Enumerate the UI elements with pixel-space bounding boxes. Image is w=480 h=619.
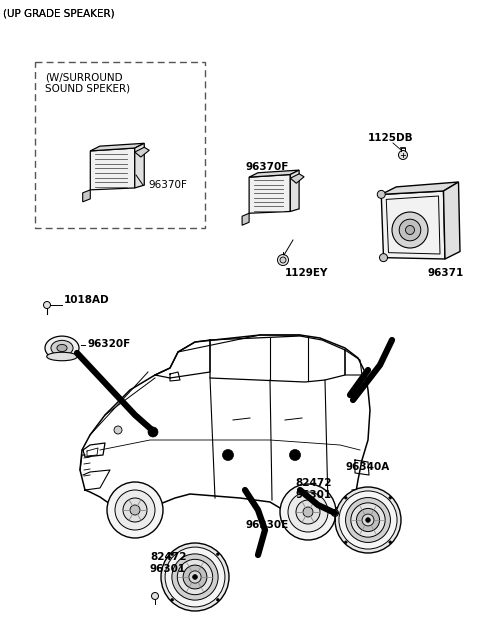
Circle shape (123, 498, 147, 522)
Circle shape (332, 509, 338, 516)
Text: 96370F: 96370F (148, 180, 187, 190)
Circle shape (377, 191, 385, 199)
Circle shape (277, 254, 288, 266)
Circle shape (171, 599, 174, 601)
Circle shape (189, 571, 201, 583)
Polygon shape (242, 213, 249, 225)
Circle shape (296, 500, 320, 524)
Circle shape (345, 541, 347, 543)
Text: (UP GRADE SPEAKER): (UP GRADE SPEAKER) (3, 8, 115, 18)
Polygon shape (135, 144, 144, 188)
Circle shape (177, 560, 213, 595)
Text: (UP GRADE SPEAKER): (UP GRADE SPEAKER) (3, 8, 115, 18)
Ellipse shape (57, 344, 67, 352)
Circle shape (107, 482, 163, 538)
Circle shape (171, 553, 174, 555)
Circle shape (223, 449, 233, 461)
Text: 96340A: 96340A (345, 462, 389, 472)
Circle shape (130, 505, 140, 515)
Circle shape (115, 490, 155, 530)
Circle shape (152, 592, 158, 599)
Circle shape (380, 254, 387, 262)
Circle shape (346, 498, 390, 542)
Polygon shape (290, 170, 299, 212)
Circle shape (345, 496, 347, 499)
Circle shape (280, 484, 336, 540)
Circle shape (216, 599, 219, 601)
Circle shape (114, 426, 122, 434)
Circle shape (339, 491, 397, 549)
Polygon shape (249, 170, 299, 177)
Text: 96371: 96371 (427, 268, 463, 278)
Ellipse shape (47, 352, 77, 361)
Circle shape (288, 492, 328, 532)
Circle shape (289, 449, 300, 461)
Circle shape (192, 574, 197, 579)
Text: 82472
96301: 82472 96301 (150, 552, 187, 574)
Circle shape (165, 547, 225, 607)
Circle shape (366, 517, 370, 522)
Text: (W/SURROUND
SOUND SPEKER): (W/SURROUND SOUND SPEKER) (45, 72, 130, 93)
Circle shape (392, 212, 428, 248)
Text: 1125DB: 1125DB (368, 133, 414, 143)
Text: 96320F: 96320F (88, 339, 131, 349)
Circle shape (389, 541, 392, 543)
Polygon shape (90, 144, 144, 151)
Circle shape (44, 301, 50, 308)
Circle shape (183, 565, 207, 589)
Circle shape (216, 553, 219, 555)
Polygon shape (381, 191, 445, 259)
Circle shape (148, 427, 158, 437)
Circle shape (172, 554, 218, 600)
Text: 1018AD: 1018AD (64, 295, 109, 305)
Text: 1129EY: 1129EY (285, 268, 328, 278)
Text: 96330E: 96330E (245, 520, 288, 530)
Polygon shape (135, 147, 149, 157)
Polygon shape (83, 190, 90, 202)
Circle shape (389, 496, 392, 499)
Polygon shape (381, 182, 458, 194)
Circle shape (161, 543, 229, 611)
Ellipse shape (45, 336, 79, 360)
Polygon shape (444, 182, 460, 259)
Circle shape (351, 503, 385, 537)
Text: 96370F: 96370F (246, 162, 289, 172)
Polygon shape (249, 175, 290, 213)
Ellipse shape (51, 340, 73, 356)
Circle shape (362, 514, 374, 526)
Circle shape (303, 507, 313, 517)
Polygon shape (290, 174, 304, 183)
Circle shape (398, 150, 408, 160)
Circle shape (406, 225, 415, 235)
Circle shape (357, 508, 380, 532)
Polygon shape (90, 148, 135, 190)
Circle shape (280, 257, 286, 263)
Circle shape (335, 487, 401, 553)
Circle shape (399, 219, 421, 241)
Text: 82472
96301: 82472 96301 (295, 478, 332, 500)
